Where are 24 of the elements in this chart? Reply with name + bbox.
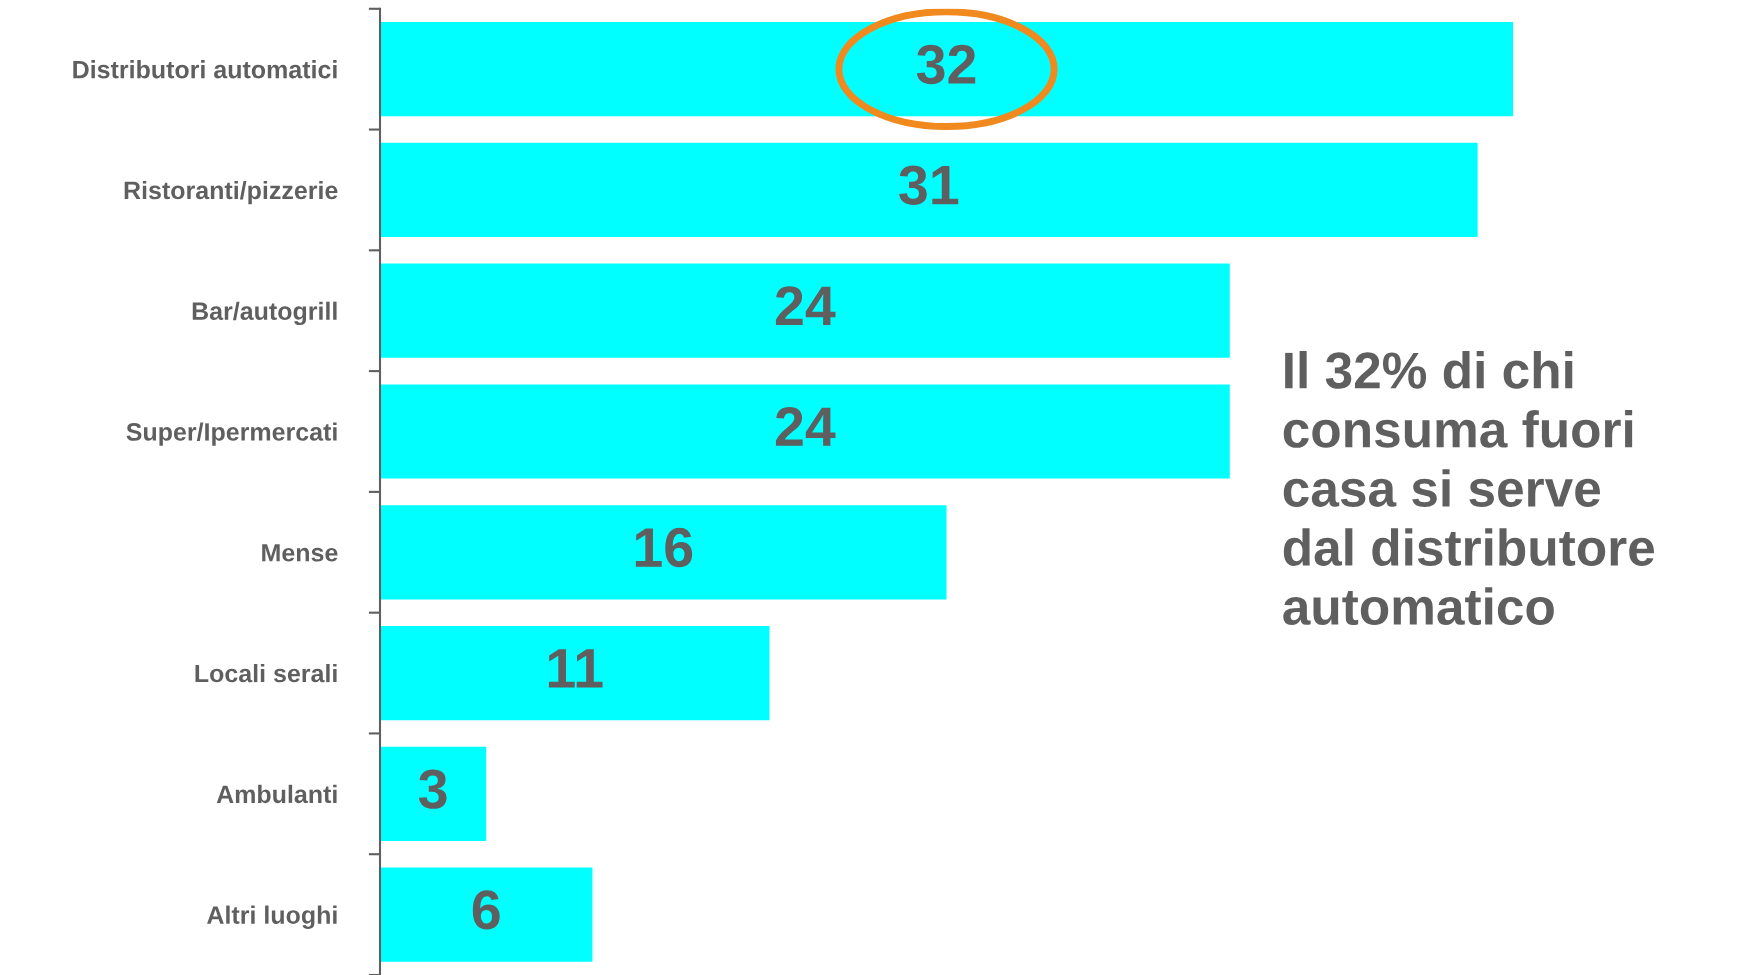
y-tick-label: Distributori automatici bbox=[73, 60, 337, 79]
bar bbox=[380, 263, 1230, 358]
data-label: 32 bbox=[916, 44, 976, 85]
bar bbox=[380, 625, 770, 721]
y-tick-label: Altri luoghi bbox=[207, 905, 337, 929]
y-tick-label: Ambulanti bbox=[216, 784, 337, 804]
data-label: 11 bbox=[548, 649, 603, 688]
annotation: Il 32% di chi consuma fuori casa si serve dal distributore automatico bbox=[1283, 351, 1654, 626]
bar bbox=[380, 746, 487, 841]
y-tick-label: Mense bbox=[262, 544, 338, 562]
data-label: 16 bbox=[635, 527, 693, 568]
bar bbox=[380, 384, 1230, 479]
bar bbox=[380, 142, 1478, 238]
data-label: 6 bbox=[472, 890, 500, 930]
data-label: 24 bbox=[775, 286, 836, 326]
bar bbox=[380, 867, 593, 962]
y-tick-label: Locali serali bbox=[195, 664, 337, 683]
y-tick-label: Ristoranti/pizzerie bbox=[124, 180, 338, 205]
bar bbox=[380, 505, 947, 600]
data-label: 24 bbox=[775, 407, 836, 446]
y-tick-label: Bar/autogrill bbox=[192, 301, 337, 326]
y-tick-label: Super/Ipermercati bbox=[126, 422, 337, 446]
data-label: 3 bbox=[418, 769, 447, 809]
data-label: 31 bbox=[899, 165, 959, 205]
